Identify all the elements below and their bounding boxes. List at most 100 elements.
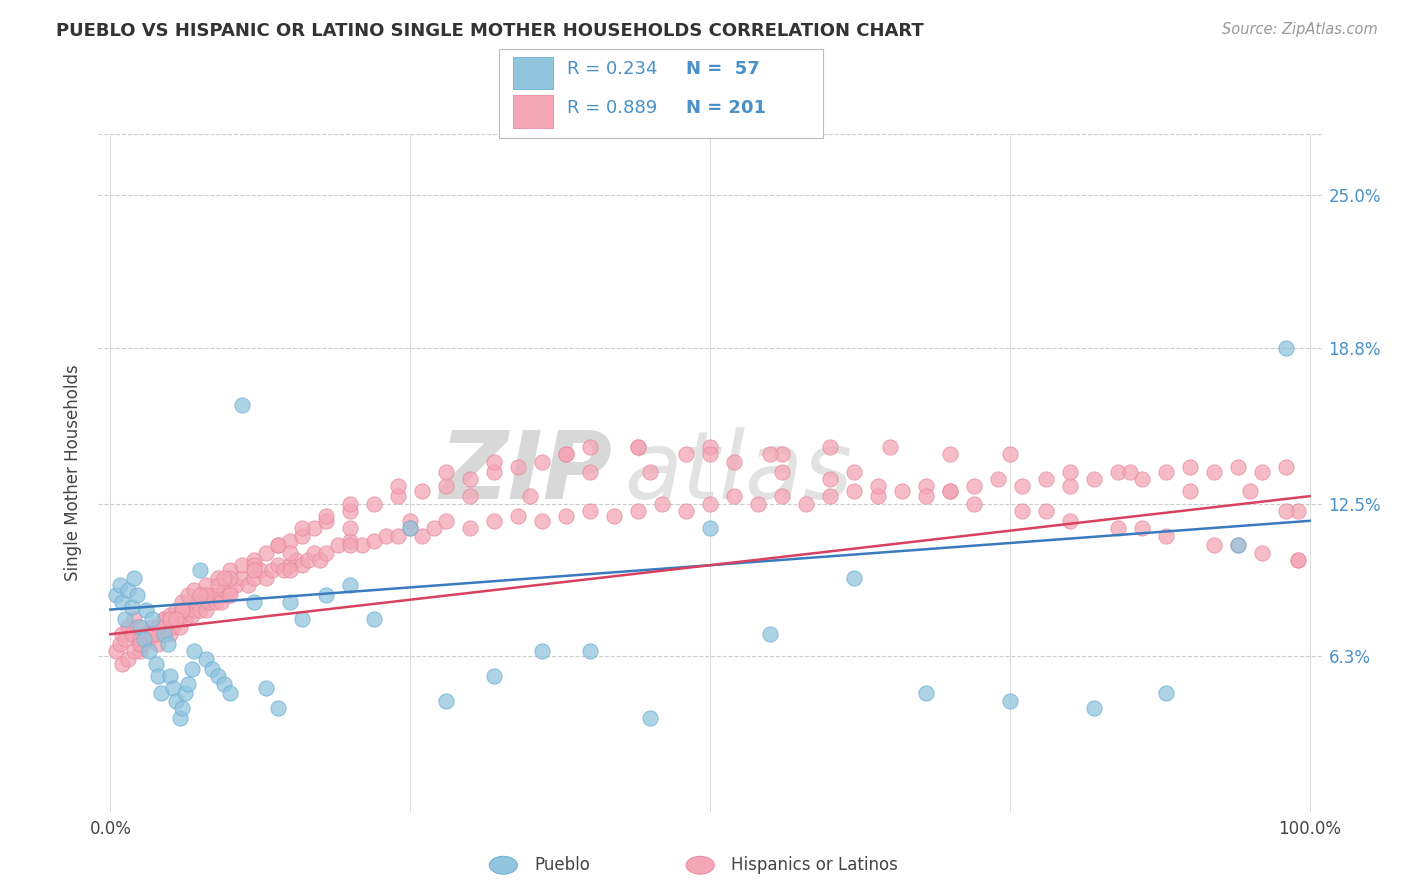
Point (243, 563, 266, 577)
Point (339, 578, 361, 592)
Point (1239, 484, 1261, 499)
Point (267, 558, 290, 573)
Point (172, 602, 194, 616)
Point (129, 637, 152, 651)
Point (1178, 459, 1201, 474)
Point (434, 694, 457, 708)
Point (770, 465, 793, 479)
Point (603, 508, 626, 523)
Point (278, 595, 301, 609)
Point (165, 694, 187, 708)
Point (153, 612, 176, 626)
Point (172, 602, 194, 616)
Point (214, 582, 236, 597)
Point (135, 627, 157, 641)
Point (627, 440, 650, 454)
Text: ZIP: ZIP (439, 426, 612, 519)
Point (818, 472, 841, 486)
Point (1274, 504, 1296, 518)
Point (1202, 539, 1225, 553)
Point (105, 588, 128, 602)
Point (145, 627, 167, 641)
Point (172, 607, 194, 622)
Text: R = 0.889: R = 0.889 (567, 99, 657, 117)
Point (482, 455, 505, 469)
Point (339, 497, 361, 511)
Point (818, 489, 841, 503)
Point (842, 465, 865, 479)
Point (209, 595, 232, 609)
Point (153, 612, 176, 626)
Point (939, 447, 962, 461)
Point (129, 620, 152, 634)
Point (963, 479, 986, 493)
Point (387, 528, 409, 542)
Point (183, 582, 205, 597)
Point (399, 514, 422, 528)
Point (207, 578, 229, 592)
Point (1226, 459, 1249, 474)
Point (555, 508, 578, 523)
Point (125, 588, 148, 602)
Point (482, 465, 505, 479)
Point (411, 484, 433, 499)
Point (205, 595, 228, 609)
Point (375, 528, 398, 542)
Point (165, 602, 187, 616)
Point (794, 497, 817, 511)
Point (699, 447, 721, 461)
Point (278, 546, 301, 560)
Point (114, 612, 136, 626)
Point (1011, 504, 1033, 518)
Point (278, 563, 301, 577)
Point (411, 528, 433, 542)
Point (818, 440, 841, 454)
Point (315, 514, 337, 528)
Point (458, 489, 481, 503)
Point (124, 612, 146, 626)
Point (278, 558, 301, 573)
Point (105, 644, 128, 658)
Point (124, 570, 146, 584)
Point (217, 588, 239, 602)
Point (138, 632, 160, 647)
Point (193, 595, 215, 609)
Point (267, 539, 290, 553)
Text: PUEBLO VS HISPANIC OR LATINO SINGLE MOTHER HOUSEHOLDS CORRELATION CHART: PUEBLO VS HISPANIC OR LATINO SINGLE MOTH… (56, 22, 924, 40)
Point (267, 701, 290, 715)
Point (225, 578, 247, 592)
Point (117, 652, 139, 666)
Point (579, 465, 602, 479)
Point (627, 504, 650, 518)
Point (434, 479, 457, 493)
Point (141, 620, 163, 634)
Point (879, 440, 901, 454)
Point (138, 644, 160, 658)
Point (508, 459, 530, 474)
Point (278, 533, 301, 548)
Text: N = 201: N = 201 (686, 99, 766, 117)
Point (108, 637, 131, 651)
Point (1250, 465, 1272, 479)
Point (759, 627, 782, 641)
Point (243, 553, 266, 567)
Point (890, 484, 912, 499)
Point (1107, 465, 1129, 479)
Point (675, 447, 697, 461)
Text: N =  57: N = 57 (686, 60, 759, 78)
Point (309, 553, 332, 567)
Point (963, 497, 986, 511)
Point (866, 479, 889, 493)
Point (135, 632, 157, 647)
Text: Hispanics or Latinos: Hispanics or Latinos (731, 856, 898, 874)
Point (759, 447, 782, 461)
Point (111, 657, 134, 671)
Point (108, 578, 131, 592)
Point (219, 563, 242, 577)
Point (231, 398, 253, 412)
Point (159, 607, 181, 622)
Point (458, 521, 481, 535)
Point (207, 570, 229, 584)
Point (1059, 465, 1081, 479)
Point (188, 563, 212, 577)
